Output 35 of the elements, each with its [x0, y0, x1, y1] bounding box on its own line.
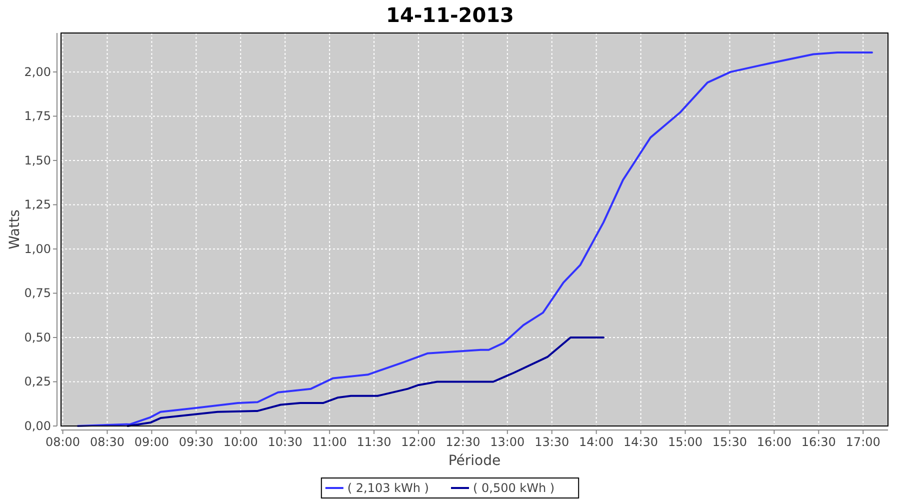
x-tick-label: 08:00 [45, 435, 80, 449]
x-tick-label: 09:30 [178, 435, 214, 449]
x-tick-label: 16:00 [756, 435, 792, 449]
y-tick-label: 0,00 [24, 419, 51, 433]
legend-label: ( 0,500 kWh ) [473, 481, 555, 495]
chart-title: 14-11-2013 [386, 3, 514, 27]
x-tick-label: 09:00 [134, 435, 169, 449]
line-series [76, 51, 873, 427]
line-series [126, 336, 604, 427]
y-tick-label: 0,25 [24, 374, 51, 389]
x-tick-label: 11:00 [312, 435, 347, 449]
y-tick-label: 1,00 [24, 242, 51, 256]
y-tick-label: 1,25 [24, 198, 51, 212]
x-tick-label: 12:00 [401, 435, 436, 449]
x-tick-label: 10:00 [223, 435, 258, 449]
x-tick-label: 14:30 [623, 435, 658, 449]
x-tick-label: 15:30 [712, 435, 748, 449]
x-tick-label: 14:00 [579, 435, 614, 449]
x-tick-label: 12:30 [446, 435, 480, 449]
x-tick-label: 08:30 [90, 435, 125, 449]
x-tick-label: 13:30 [534, 435, 570, 449]
x-tick-label: 13:00 [490, 435, 525, 449]
legend-label: ( 2,103 kWh ) [347, 481, 429, 495]
x-tick-label: 16:30 [801, 435, 836, 449]
y-axis-title: Watts [7, 210, 23, 250]
x-tick-label: 17:00 [846, 435, 880, 449]
y-tick-label: 0,75 [24, 286, 51, 300]
y-tick-label: 2,00 [24, 64, 51, 79]
y-tick-label: 1,75 [24, 109, 51, 124]
y-tick-label: 1,50 [24, 153, 51, 168]
x-tick-label: 10:30 [268, 435, 302, 449]
x-tick-label: 11:30 [356, 435, 392, 449]
y-tick-label: 0,50 [24, 330, 51, 344]
x-axis-title: Période [448, 453, 501, 469]
x-tick-label: 15:00 [668, 435, 703, 449]
